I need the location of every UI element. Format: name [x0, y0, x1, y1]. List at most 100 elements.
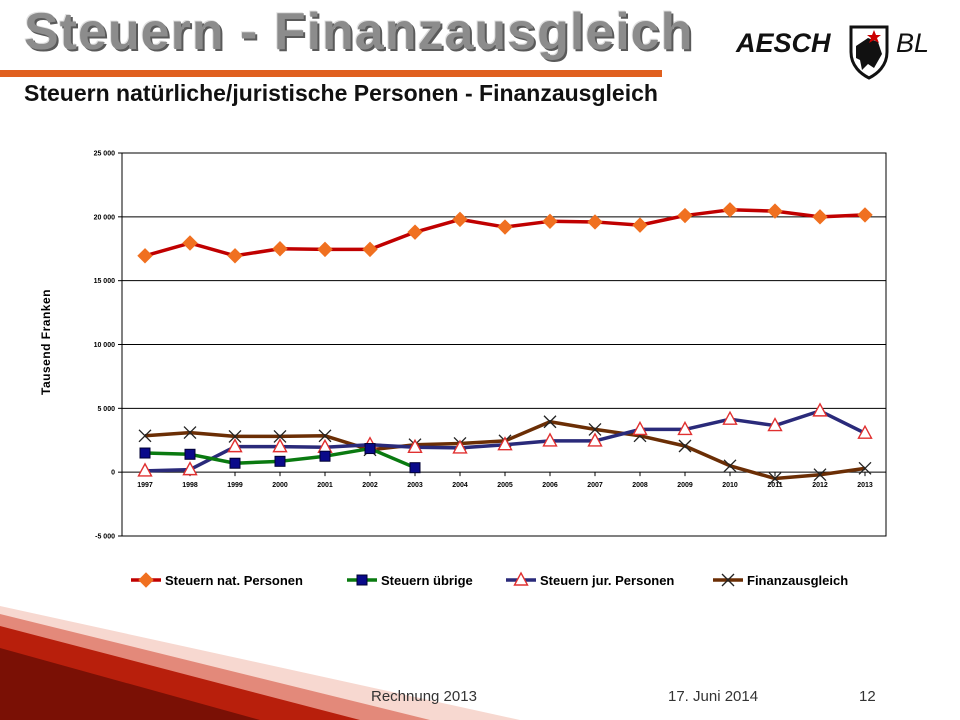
- data-point: [137, 462, 153, 477]
- y-tick-label: 20 000: [94, 214, 116, 221]
- data-point: [542, 432, 558, 447]
- data-point: [722, 202, 738, 218]
- data-point: [407, 224, 423, 240]
- data-point: [768, 472, 782, 486]
- data-point: [857, 207, 873, 223]
- x-tick-label: 2012: [812, 482, 828, 489]
- chart-legend: Steuern nat. Personen Steuern übrige Steue…: [131, 571, 848, 588]
- data-point: [677, 207, 693, 224]
- legend-item: Steuern jur. Personen: [506, 571, 674, 588]
- data-point: [812, 209, 828, 225]
- data-point: [138, 429, 152, 443]
- series-layer: [137, 202, 873, 486]
- data-point: [182, 235, 198, 251]
- x-tick-label: 2007: [587, 482, 603, 489]
- legend-item: Steuern übrige: [347, 573, 473, 588]
- x-tick-label: 1999: [227, 482, 243, 489]
- y-tick-label: 0: [111, 470, 115, 477]
- data-point: [137, 248, 153, 264]
- y-tick-label: 5 000: [97, 406, 115, 413]
- legend-label: Steuern nat. Personen: [165, 573, 303, 588]
- data-point: [407, 438, 423, 453]
- series-steuern-jur-personen: [137, 402, 873, 477]
- logo-text-right: BL: [896, 28, 930, 58]
- data-point: [274, 455, 286, 467]
- y-tick-label: 25 000: [94, 151, 116, 158]
- data-point: [452, 211, 468, 228]
- data-point: [588, 422, 602, 436]
- data-point: [272, 438, 288, 453]
- data-point: [229, 457, 241, 469]
- legend-marker: [513, 571, 529, 586]
- data-point: [767, 203, 783, 219]
- data-point: [452, 439, 468, 454]
- legend-label: Steuern übrige: [381, 573, 473, 588]
- footer-date: 17. Juni 2014: [668, 688, 759, 705]
- x-tick-label: 2004: [452, 482, 468, 489]
- legend-item: Steuern nat. Personen: [131, 572, 303, 588]
- x-tick-label: 2002: [362, 482, 378, 489]
- data-point: [318, 429, 332, 443]
- legend-label: Finanzausgleich: [747, 573, 848, 588]
- data-point: [632, 420, 648, 436]
- x-tick-label: 1997: [137, 482, 153, 489]
- x-tick-label: 2008: [632, 482, 648, 489]
- x-tick-label: 2009: [677, 482, 693, 489]
- data-point: [273, 429, 287, 443]
- data-point: [497, 436, 513, 451]
- y-tick-label: 15 000: [94, 278, 116, 285]
- x-tick-label: 2006: [542, 482, 558, 489]
- logo-text-left: AESCH: [736, 28, 831, 58]
- legend-item: Finanzausgleich: [713, 573, 848, 588]
- data-point: [857, 424, 873, 439]
- y-axis-label: Tausend Franken: [39, 289, 53, 395]
- data-point: [632, 217, 648, 233]
- legend-marker: [721, 573, 735, 587]
- data-point: [587, 432, 603, 447]
- grid-layer: [121, 152, 887, 537]
- y-tick-label: -5 000: [95, 534, 115, 541]
- chart-subtitle: Steuern natürliche/juristische Personen …: [24, 80, 658, 106]
- data-point: [319, 450, 331, 462]
- title-underline: [0, 70, 662, 77]
- y-tick-label: 10 000: [94, 342, 116, 349]
- page-title: Steuern - Finanzausgleich: [24, 3, 694, 61]
- footer-report-label: Rechnung 2013: [371, 688, 477, 705]
- data-point: [723, 459, 737, 473]
- data-point: [722, 410, 738, 425]
- legend-marker: [138, 572, 154, 588]
- data-point: [813, 468, 827, 482]
- data-point: [678, 439, 692, 453]
- x-tick-label: 2001: [317, 482, 333, 489]
- x-tick-label: 2000: [272, 482, 288, 489]
- data-point: [227, 438, 243, 453]
- data-point: [139, 447, 151, 459]
- x-tick-label: 2011: [767, 482, 782, 489]
- data-point: [182, 461, 198, 476]
- x-tick-label: 2003: [407, 482, 423, 489]
- axis-layer: -5 000 0 5 000 10 000 15 000 20 000 25 000 1997…: [94, 151, 873, 541]
- data-point: [587, 214, 603, 230]
- data-point: [409, 462, 421, 474]
- x-tick-label: 2013: [857, 482, 873, 489]
- data-point: [767, 417, 783, 432]
- data-point: [677, 420, 693, 436]
- x-tick-label: 2010: [722, 482, 738, 489]
- data-point: [228, 429, 242, 443]
- data-point: [812, 402, 828, 417]
- data-point: [362, 241, 378, 258]
- x-tick-label: 2005: [497, 482, 513, 489]
- data-point: [543, 415, 557, 429]
- data-point: [858, 461, 872, 475]
- data-point: [542, 213, 558, 230]
- series-steuern-nat-personen: [137, 202, 873, 264]
- data-point: [317, 241, 333, 258]
- data-point: [364, 443, 376, 455]
- data-point: [184, 448, 196, 460]
- data-point: [272, 241, 288, 257]
- legend-marker: [356, 574, 368, 586]
- legend-label: Steuern jur. Personen: [540, 573, 674, 588]
- data-point: [227, 248, 243, 264]
- series-steuern-brige: [139, 443, 421, 474]
